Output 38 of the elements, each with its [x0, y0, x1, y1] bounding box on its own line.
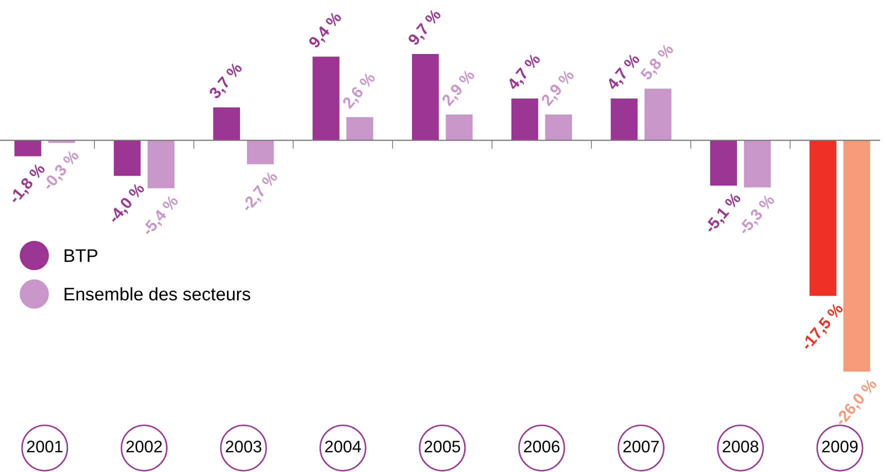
- bar: [412, 54, 439, 140]
- x-tick-label: 2005: [424, 440, 460, 452]
- data-label: -2,7 %: [240, 170, 280, 214]
- data-label: 9,4 %: [308, 10, 344, 50]
- x-tick-label: 2009: [822, 440, 858, 452]
- x-tick-label: 2006: [524, 440, 560, 452]
- x-tick-label: 2003: [226, 440, 262, 452]
- data-label: 2,9 %: [441, 68, 478, 108]
- bar: [246, 140, 274, 164]
- data-label: -1,8 %: [8, 162, 48, 206]
- x-tick-label: 2001: [27, 440, 62, 452]
- bar: [346, 117, 374, 140]
- bar: [610, 98, 638, 140]
- bar: [710, 140, 737, 186]
- data-label: 9,7 %: [407, 8, 444, 48]
- bar: [148, 140, 174, 188]
- bar: [114, 140, 141, 176]
- bar: [843, 140, 870, 372]
- x-tick-label: 2008: [722, 440, 758, 452]
- bar: [810, 140, 836, 296]
- data-label: 3,7 %: [208, 62, 245, 101]
- bar: [446, 114, 473, 140]
- x-tick-label: 2004: [325, 440, 361, 452]
- bar: [545, 114, 572, 140]
- bar: [213, 107, 240, 140]
- data-label: 2,6 %: [342, 71, 378, 111]
- bar: [14, 140, 42, 156]
- bar: [744, 140, 771, 188]
- legend-label: BTP: [64, 249, 98, 262]
- x-tick-label: 2007: [623, 440, 659, 452]
- bar: [644, 88, 672, 140]
- legend-label: Ensemble des secteurs: [64, 287, 250, 300]
- x-tick-label: 2002: [126, 440, 162, 452]
- data-label: 5,8 %: [640, 42, 676, 82]
- data-label: 2,9 %: [540, 68, 576, 108]
- bar: [312, 56, 340, 140]
- data-label: 4,7 %: [506, 52, 543, 92]
- bar: [511, 98, 538, 140]
